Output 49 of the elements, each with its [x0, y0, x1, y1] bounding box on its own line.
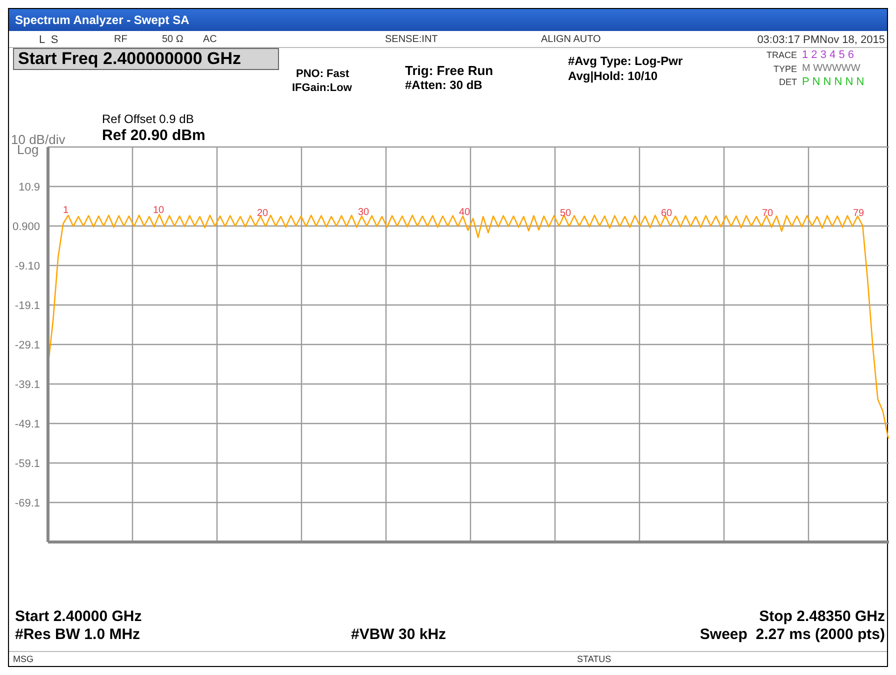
text: MSG [13, 654, 34, 664]
text: IFGain:Low [292, 82, 352, 94]
y-tick-label: -19.1 [14, 300, 40, 312]
text: Start 2.40000 GHz [15, 608, 142, 625]
text: 1 2 3 4 5 6 [802, 49, 854, 61]
text: Avg|Hold: 10/10 [568, 69, 658, 83]
annotation: 50 [560, 208, 572, 219]
text: #Avg Type: Log-Pwr [568, 54, 683, 68]
annotation: 1 [63, 205, 69, 216]
text: Start Freq 2.400000000 GHz [13, 48, 279, 70]
text: Ref 20.90 dBm [102, 127, 206, 144]
annotation: 20 [257, 208, 268, 219]
text: Sweep 2.27 ms (2000 pts) [700, 626, 885, 643]
text: M WWWWW [802, 63, 860, 74]
y-tick-label: -39.1 [14, 378, 40, 391]
y-tick-label: -49.1 [14, 418, 40, 430]
text: Trig: Free Run [405, 63, 494, 78]
text: 50 Ω [162, 34, 184, 45]
text: Stop 2.48350 GHz [759, 608, 885, 625]
annotation: 79 [853, 208, 864, 219]
text: STATUS [577, 654, 612, 664]
annotation: 10 [153, 205, 164, 216]
text: ALIGN AUTO [541, 34, 601, 45]
text: P N N N N N [802, 76, 864, 88]
y-tick-label: -29.1 [14, 339, 40, 352]
text: L S [39, 34, 58, 46]
y-tick-label: -59.1 [14, 458, 40, 470]
text: TYPE [773, 64, 797, 74]
y-tick-label: -9.10 [14, 260, 40, 272]
text: #VBW 30 kHz [351, 626, 446, 643]
text: Ref Offset 0.9 dB [102, 112, 194, 126]
text: #Res BW 1.0 MHz [15, 626, 140, 643]
y-tick-label: 0.900 [12, 220, 40, 233]
text: 03:03:17 PMNov 18, 2015 [757, 34, 885, 46]
text: PNO: Fast [296, 68, 350, 80]
annotation: 30 [358, 207, 370, 218]
text: RF [114, 34, 128, 45]
text: TRACE [766, 50, 797, 60]
annotation: 60 [661, 208, 672, 219]
y-tick-label: 10.9 [18, 181, 40, 194]
text: #Atten: 30 dB [405, 78, 482, 92]
text: DET [779, 77, 797, 87]
text: AC [203, 34, 217, 45]
annotation: 40 [459, 207, 470, 218]
annotation: 70 [762, 208, 774, 219]
text: SENSE:INT [385, 34, 438, 45]
chart-title: Spectrum Analyzer - Swept SA [15, 13, 190, 27]
annotation: 10 dB/div [11, 132, 66, 147]
y-tick-label: -69.1 [14, 497, 40, 510]
